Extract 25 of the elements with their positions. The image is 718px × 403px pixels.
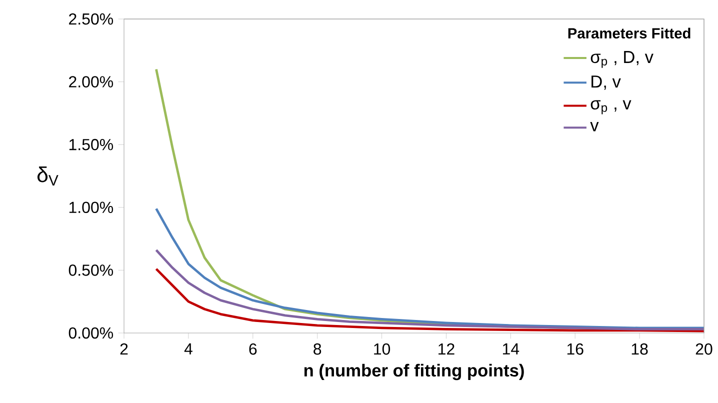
x-tick-label: 6 xyxy=(249,343,257,355)
x-tick-label: 12 xyxy=(438,343,454,355)
y-tick-label: 2.00% xyxy=(69,76,114,88)
legend-title: Parameters Fitted xyxy=(568,28,690,39)
x-tick-label: 16 xyxy=(567,343,584,355)
line-series xyxy=(155,248,704,330)
x-tick-label: 4 xyxy=(184,343,192,354)
y-tick-label: 2.50% xyxy=(69,13,114,25)
y-axis-title: δ$_{V}$ xyxy=(37,166,58,186)
y-tick-label: 1.00% xyxy=(69,202,114,214)
y-tick-label: 0.50% xyxy=(68,264,114,276)
legend-label: v xyxy=(590,122,599,132)
x-tick-label: 20 xyxy=(696,343,712,355)
y-tick-label: 0.00% xyxy=(68,327,114,339)
x-tick-label: 10 xyxy=(374,343,390,355)
x-tick-label: 14 xyxy=(502,343,520,354)
x-tick-label: 8 xyxy=(314,343,322,355)
x-tick-label: 2 xyxy=(120,343,128,355)
legend-label: σ$_{p}$ , D, v xyxy=(590,51,654,68)
line-series xyxy=(155,207,704,330)
x-axis-title: n (number of fitting points) xyxy=(304,364,524,380)
legend-label: σ$_{p}$ , v xyxy=(590,100,632,114)
legend-label: D, v xyxy=(592,76,621,90)
x-tick-label: 18 xyxy=(632,343,648,355)
y-tick-label: 1.50% xyxy=(69,138,114,150)
